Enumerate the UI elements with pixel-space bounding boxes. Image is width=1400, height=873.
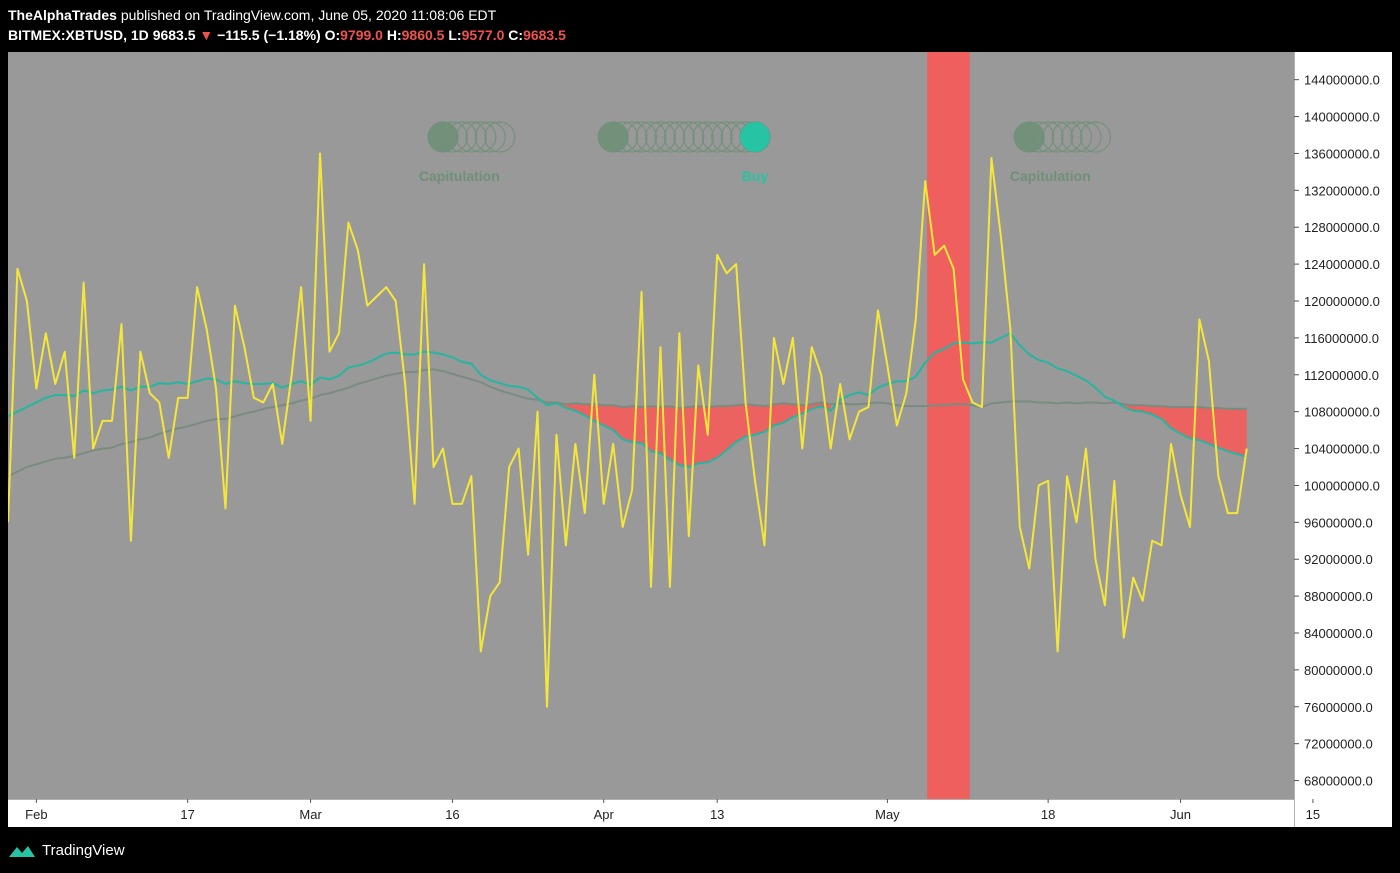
x-tick-label: 16 bbox=[445, 807, 459, 822]
y-tick-label: 128000000.0 bbox=[1304, 220, 1380, 235]
y-tick-label: 124000000.0 bbox=[1304, 257, 1380, 272]
signal-dot bbox=[692, 121, 724, 153]
open-value: 9799.0 bbox=[340, 27, 383, 43]
y-tick-label: 96000000.0 bbox=[1304, 515, 1373, 530]
signal-dot-start bbox=[598, 122, 629, 152]
x-tick-label: Feb bbox=[25, 807, 47, 822]
signal-dot bbox=[701, 121, 733, 153]
y-tick-label: 92000000.0 bbox=[1304, 552, 1373, 567]
signal-dot bbox=[682, 121, 714, 153]
signal-dot bbox=[1070, 121, 1102, 153]
brand-name: TradingView bbox=[42, 842, 125, 859]
down-triangle-icon: ▼ bbox=[199, 27, 214, 43]
signal-label: Capitulation bbox=[419, 168, 500, 184]
chart-svg[interactable]: Capitulation Buy Capitulation 144000000.0 14… bbox=[8, 52, 1392, 827]
signal-dot bbox=[1079, 121, 1112, 153]
x-tick-label: Jun bbox=[1170, 807, 1191, 822]
y-tick-label: 120000000.0 bbox=[1304, 294, 1380, 309]
footer-brand[interactable]: TradingView bbox=[8, 841, 125, 861]
price-change: −115.5 (−1.18%) bbox=[217, 27, 321, 43]
signal-dot-start bbox=[427, 122, 458, 152]
low-label: L: bbox=[448, 27, 462, 43]
signal-dot-active bbox=[740, 122, 771, 152]
y-tick-label: 116000000.0 bbox=[1304, 331, 1379, 346]
y-tick-label: 80000000.0 bbox=[1304, 663, 1373, 678]
close-label: C: bbox=[508, 27, 524, 43]
time-axis bbox=[8, 799, 1294, 827]
y-tick-label: 68000000.0 bbox=[1304, 774, 1373, 789]
x-tick-label: 15 bbox=[1306, 807, 1320, 822]
signal-dot bbox=[663, 121, 695, 153]
publish-date: published on TradingView.com, June 05, 2… bbox=[120, 7, 497, 23]
signal-label: Capitulation bbox=[1010, 168, 1091, 184]
ohlc-legend: BITMEX:XBTUSD, 1D 9683.5 ▼ −115.5 (−1.18… bbox=[8, 26, 566, 44]
chart-frame: Capitulation Buy Capitulation 144000000.0 14… bbox=[8, 52, 1392, 827]
signal-dot bbox=[673, 121, 705, 153]
x-tick-label: 13 bbox=[710, 807, 724, 822]
signal-dot bbox=[1051, 121, 1083, 153]
y-tick-label: 72000000.0 bbox=[1304, 737, 1373, 752]
x-tick-label: 18 bbox=[1041, 807, 1055, 822]
signal-dot bbox=[1060, 121, 1093, 153]
signal-dot bbox=[465, 121, 497, 153]
ma-cross-fill bbox=[546, 402, 831, 467]
y-tick-label: 88000000.0 bbox=[1304, 589, 1373, 604]
high-label: H: bbox=[386, 27, 402, 43]
signal-dot bbox=[635, 121, 667, 153]
y-tick-label: 100000000.0 bbox=[1304, 478, 1380, 493]
y-tick-label: 140000000.0 bbox=[1304, 110, 1380, 125]
x-tick-label: Mar bbox=[299, 807, 322, 822]
y-tick-label: 112000000.0 bbox=[1304, 368, 1379, 383]
author-name[interactable]: TheAlphaTrades bbox=[8, 7, 117, 23]
signal-dot bbox=[644, 121, 677, 153]
signal-dot bbox=[484, 121, 516, 153]
symbol-label: BITMEX:XBTUSD, 1D bbox=[8, 27, 149, 43]
y-tick-label: 108000000.0 bbox=[1304, 405, 1380, 420]
last-price: 9683.5 bbox=[152, 27, 196, 43]
x-tick-label: May bbox=[875, 807, 900, 822]
highlight-band bbox=[927, 52, 970, 799]
high-value: 9860.5 bbox=[401, 27, 445, 43]
y-tick-label: 76000000.0 bbox=[1304, 700, 1373, 715]
publish-info: TheAlphaTrades published on TradingView.… bbox=[8, 6, 496, 24]
tradingview-logo-icon bbox=[9, 846, 35, 857]
y-tick-label: 104000000.0 bbox=[1304, 442, 1380, 457]
low-value: 9577.0 bbox=[461, 27, 505, 43]
close-value: 9683.5 bbox=[523, 27, 566, 43]
signal-dot bbox=[654, 121, 686, 153]
slow-ma-line bbox=[8, 368, 1247, 478]
y-tick-label: 144000000.0 bbox=[1304, 73, 1380, 88]
price-line bbox=[8, 152, 1248, 708]
signal-dot bbox=[474, 121, 506, 153]
y-tick-label: 132000000.0 bbox=[1304, 183, 1380, 198]
open-label: O: bbox=[324, 27, 341, 43]
x-tick-label: 17 bbox=[180, 807, 194, 822]
y-tick-label: 84000000.0 bbox=[1304, 626, 1373, 641]
signal-label: Buy bbox=[742, 168, 769, 184]
x-tick-label: Apr bbox=[594, 807, 615, 822]
price-axis bbox=[1294, 52, 1392, 827]
y-tick-label: 136000000.0 bbox=[1304, 146, 1380, 161]
signal-dot-start bbox=[1014, 122, 1045, 152]
